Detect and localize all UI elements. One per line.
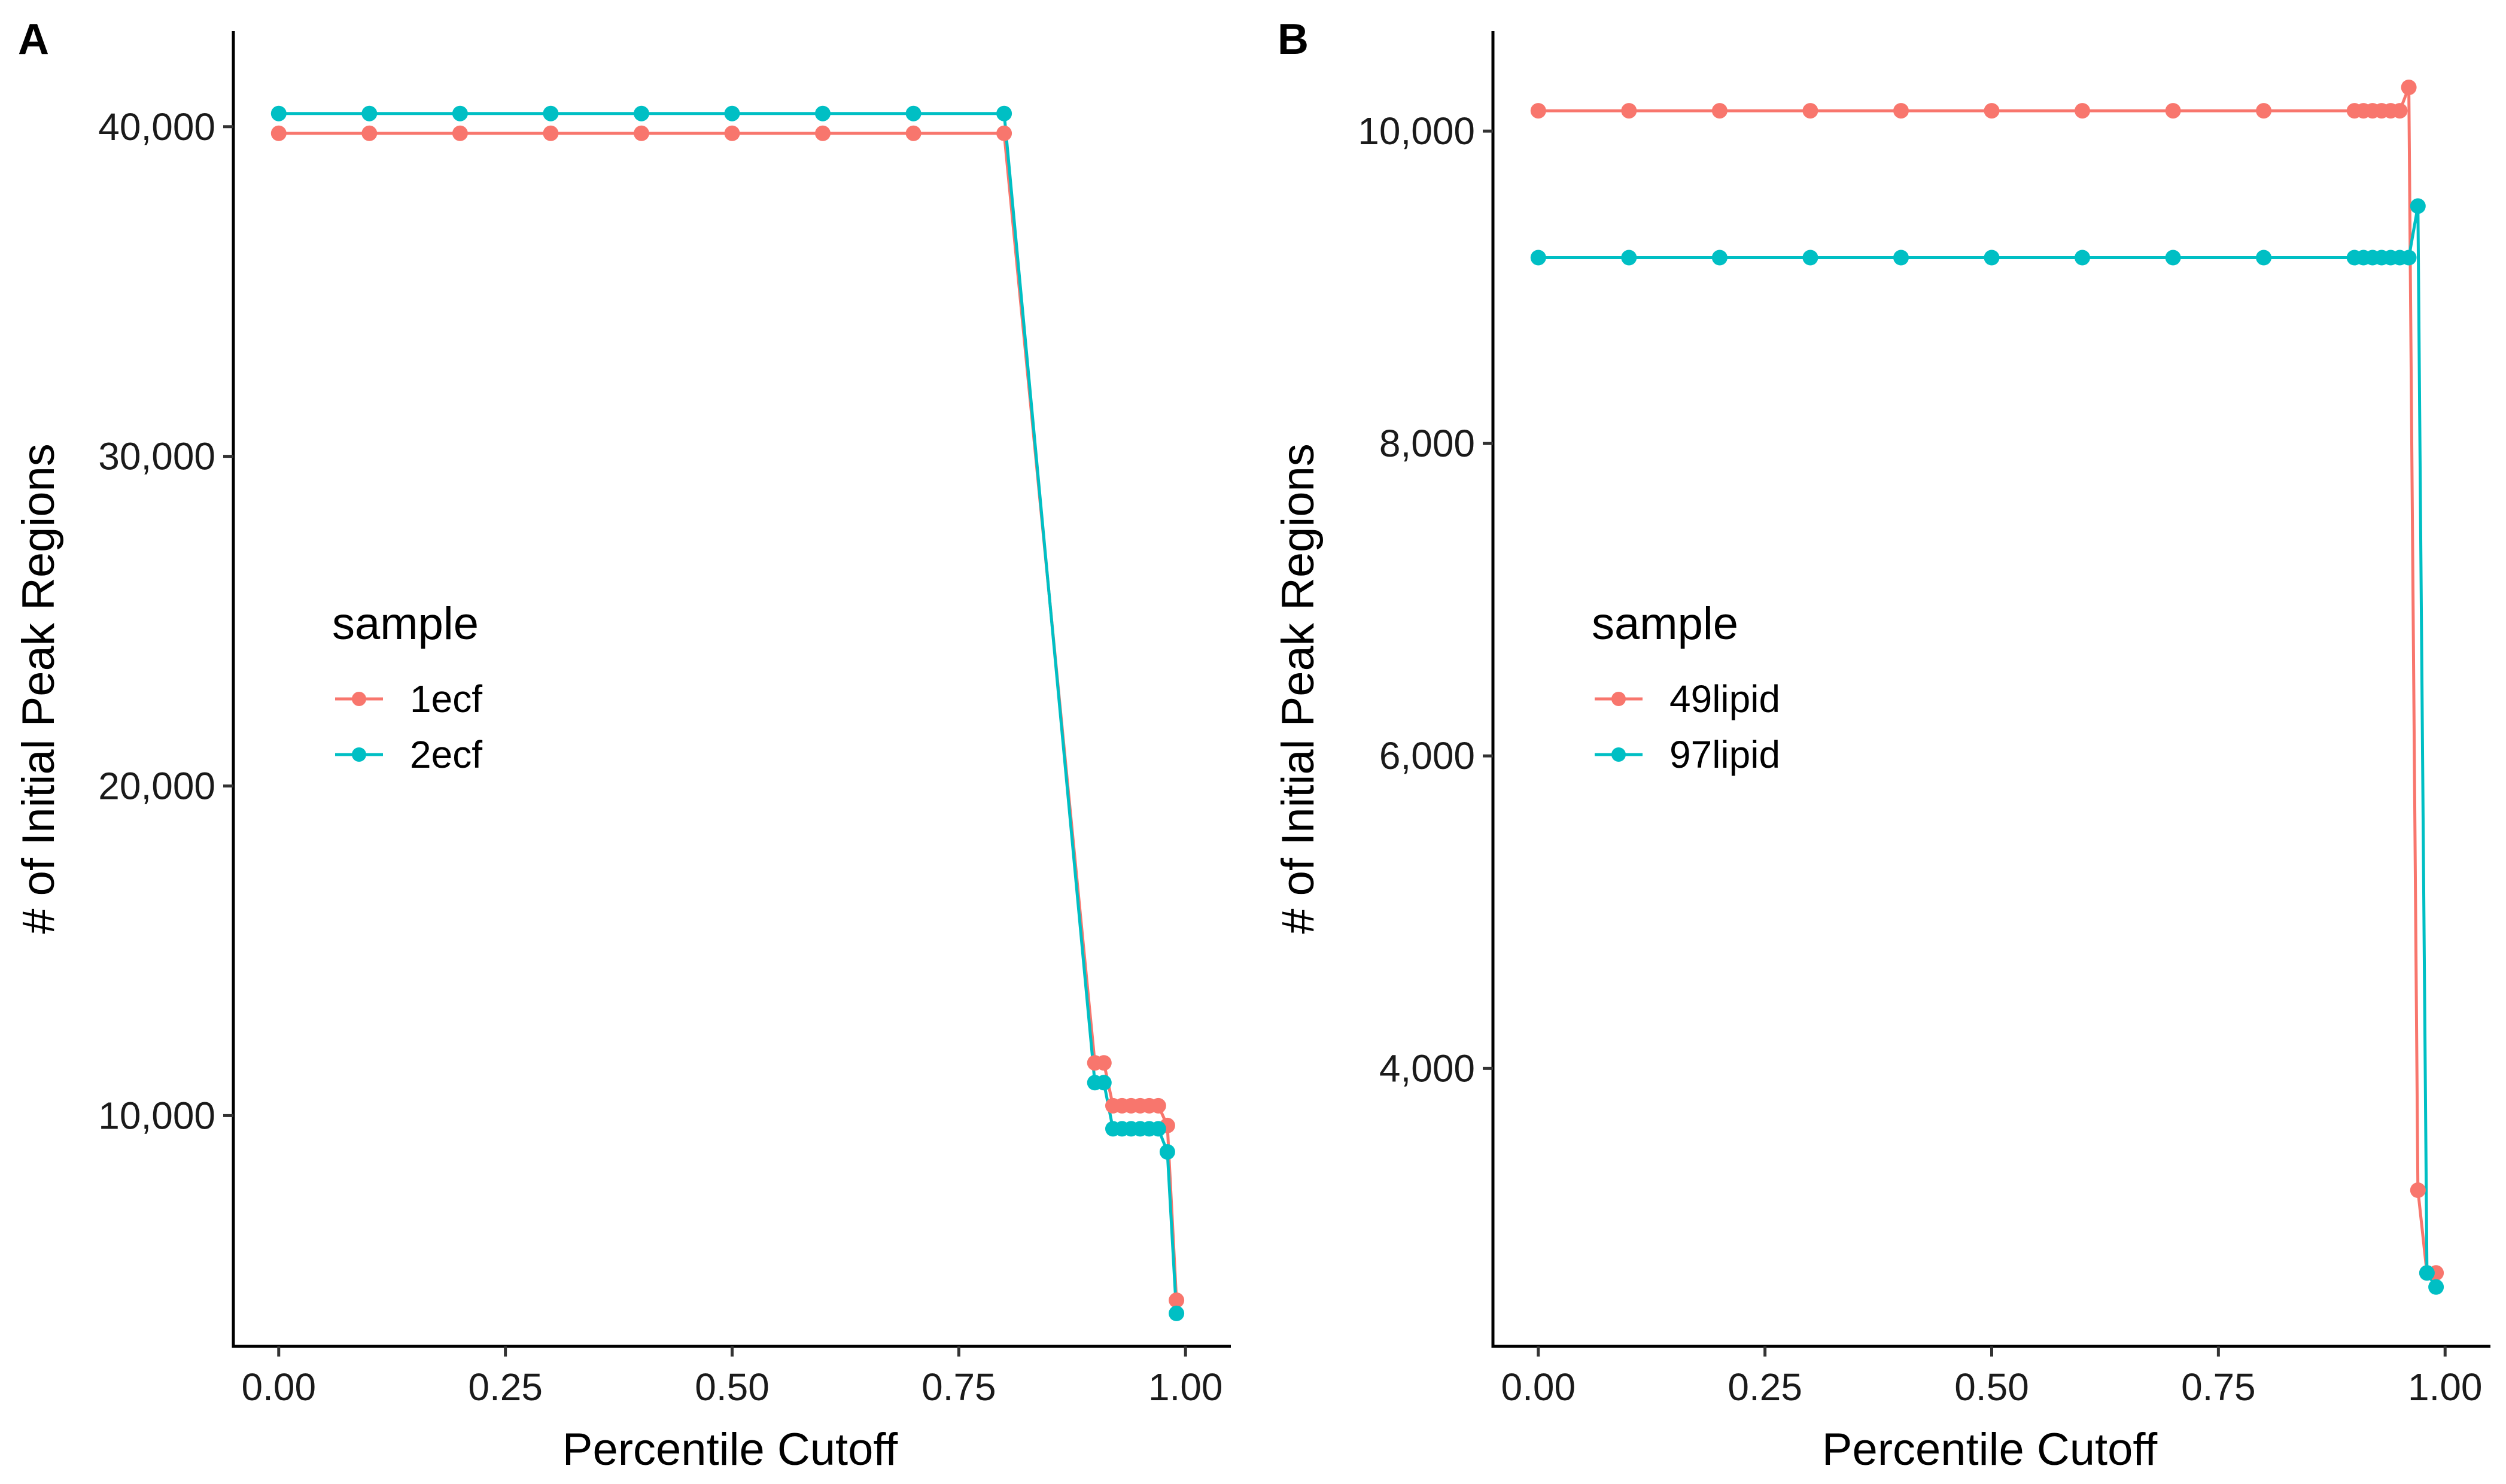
panel-a-x-axis-title: Percentile Cutoff [562,1424,898,1475]
data-point-97lipid [1893,250,1909,266]
data-point-97lipid [2256,250,2272,266]
data-point-49lipid [1530,103,1546,119]
legend-label-1ecf: 1ecf [410,677,482,720]
panel-a-y-tick-label: 40,000 [98,105,215,148]
data-point-2ecf [361,105,378,121]
legend-key-point-2ecf [352,747,366,762]
data-point-1ecf [815,125,831,141]
data-point-2ecf [815,105,831,121]
panel-a-y-axis-title: # of Initial Peak Regions [13,443,64,934]
data-point-49lipid [1711,103,1728,119]
panel-b-y-tick-label: 8,000 [1379,422,1475,465]
data-point-2ecf [996,105,1012,121]
panel-b-x-tick-label: 0.25 [1728,1366,1802,1409]
panel-a-y-tick-label: 20,000 [98,765,215,808]
data-point-1ecf [996,125,1012,141]
data-point-97lipid [1530,250,1546,266]
data-point-2ecf [905,105,921,121]
panel-b-y-tick-label: 10,000 [1358,110,1475,153]
panel-a-y-tick-label: 10,000 [98,1094,215,1137]
data-point-49lipid [2075,103,2090,119]
data-point-1ecf [724,125,740,141]
data-point-1ecf [634,125,649,141]
data-point-49lipid [2392,103,2408,119]
data-point-2ecf [1159,1144,1175,1160]
legend-key-point-97lipid [1611,747,1626,762]
data-point-97lipid [2401,250,2417,266]
panel-b: B 0.00 0.25 0.50 0.75 1.00 4,000 6,000 8,000 10,… [1273,16,2490,1475]
panel-a-x-tick-label: 1.00 [1148,1366,1223,1409]
panel-a-tag: A [18,16,49,63]
data-point-1ecf [543,125,559,141]
panel-b-y-tick-label: 6,000 [1379,734,1475,777]
data-point-97lipid [2165,250,2181,266]
panel-b-x-tick-label: 0.50 [1954,1366,2029,1409]
data-point-97lipid [1711,250,1728,266]
data-point-97lipid [1802,250,1818,266]
data-point-49lipid [2165,103,2181,119]
data-point-49lipid [1621,103,1637,119]
panel-a-x-tick-label: 0.50 [695,1366,770,1409]
data-point-2ecf [452,105,468,121]
legend-label-97lipid: 97lipid [1669,733,1780,776]
data-point-2ecf [1169,1305,1185,1321]
data-point-2ecf [1150,1121,1166,1137]
data-point-49lipid [2410,1182,2426,1198]
panel-a-x-tick-label: 0.00 [241,1366,316,1409]
data-point-49lipid [1802,103,1818,119]
panel-a-x-tick-label: 0.25 [468,1366,543,1409]
data-point-1ecf [1150,1097,1166,1114]
panel-b-legend: sample 49lipid 97lipid [1592,598,1780,776]
panel-a-y-tick-label: 30,000 [98,435,215,478]
legend-key-point-1ecf [352,692,366,706]
data-point-97lipid [2428,1279,2444,1295]
data-point-2ecf [1096,1075,1112,1091]
data-point-2ecf [270,105,287,121]
data-point-49lipid [1984,103,2000,119]
panel-a-axes [232,31,1231,1348]
legend-label-2ecf: 2ecf [410,733,482,776]
panel-b-y-tick-label: 4,000 [1379,1047,1475,1090]
panel-b-y-axis-title: # of Initial Peak Regions [1273,443,1324,934]
legend-entry-1ecf: 1ecf [335,677,482,720]
panel-a-legend-title: sample [332,598,479,649]
panel-b-legend-title: sample [1592,598,1738,649]
data-point-97lipid [1621,250,1637,266]
data-point-1ecf [452,125,468,141]
data-point-49lipid [2256,103,2272,119]
data-point-1ecf [905,125,921,141]
panel-b-x-tick-label: 1.00 [2408,1366,2483,1409]
data-point-1ecf [1169,1292,1185,1308]
legend-label-49lipid: 49lipid [1669,677,1780,720]
data-point-97lipid [1984,250,2000,266]
data-point-2ecf [724,105,740,121]
data-point-1ecf [361,125,378,141]
legend-entry-97lipid: 97lipid [1595,733,1780,776]
panel-b-x-axis-title: Percentile Cutoff [1822,1424,2158,1475]
data-point-1ecf [270,125,287,141]
panel-a-x-tick-label: 0.75 [921,1366,996,1409]
panel-a: A 0.00 0.25 0.50 0.75 1.00 10,000 20,000 30,000… [13,16,1231,1475]
panel-a-legend: sample 1ecf 2ecf [332,598,482,776]
panel-b-x-tick-label: 0.75 [2181,1366,2256,1409]
data-point-1ecf [1096,1055,1112,1071]
panel-b-tag: B [1278,16,1309,63]
data-point-49lipid [1893,103,1909,119]
data-point-97lipid [2410,198,2426,214]
legend-key-point-49lipid [1611,692,1626,706]
data-point-97lipid [2075,250,2090,266]
panel-b-axes [1491,31,2490,1348]
data-point-97lipid [2419,1265,2435,1281]
data-point-49lipid [2401,80,2417,95]
legend-entry-2ecf: 2ecf [335,733,482,776]
legend-entry-49lipid: 49lipid [1595,677,1780,720]
data-point-2ecf [634,105,649,121]
panel-b-x-tick-label: 0.00 [1501,1366,1576,1409]
data-point-2ecf [543,105,559,121]
